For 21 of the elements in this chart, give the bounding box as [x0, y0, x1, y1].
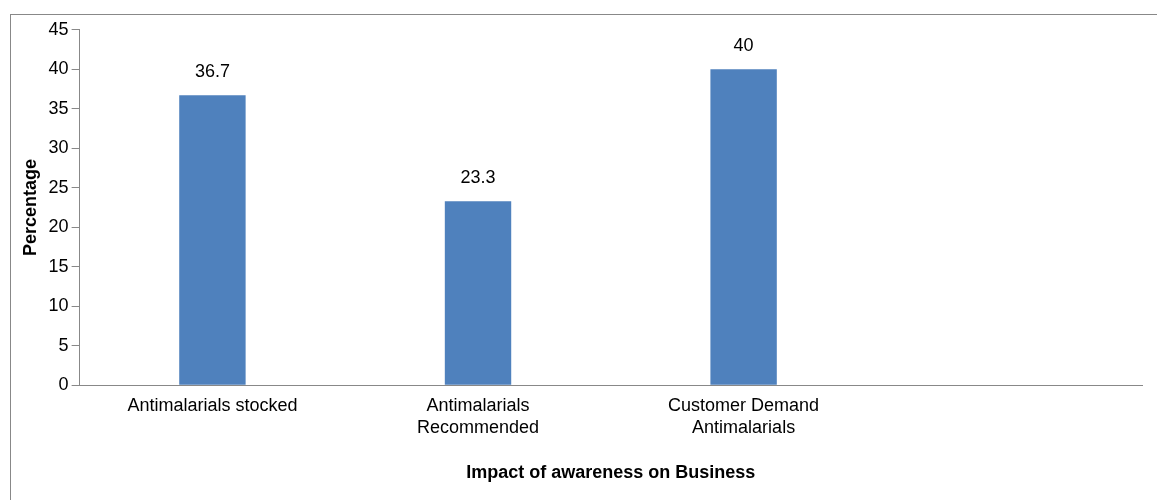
x-tick-label: Customer Demand Antimalarials	[668, 394, 820, 437]
data-label: 36.7	[194, 61, 230, 82]
y-tick-label: 30	[48, 137, 69, 158]
y-axis-title: Percentage	[19, 158, 40, 257]
bar	[710, 69, 777, 385]
data-label: 40	[733, 35, 754, 56]
y-tick-label: 25	[48, 176, 69, 197]
x-tick-label: Antimalarials Recommended	[416, 394, 540, 437]
y-tick-label: 15	[48, 255, 69, 276]
y-tick-label: 45	[48, 18, 69, 39]
x-axis-title: Impact of awareness on Business	[466, 462, 756, 483]
y-tick-label: 35	[48, 97, 69, 118]
y-tick-label: 0	[58, 374, 69, 395]
x-tick-label: Antimalarials stocked	[127, 394, 298, 415]
bar	[179, 95, 246, 385]
y-tick-label: 40	[48, 58, 69, 79]
y-tick-label: 10	[48, 295, 69, 316]
bar	[444, 201, 512, 385]
y-tick-label: 20	[48, 216, 69, 237]
data-label: 23.3	[460, 167, 496, 188]
y-tick-label: 5	[58, 334, 69, 355]
